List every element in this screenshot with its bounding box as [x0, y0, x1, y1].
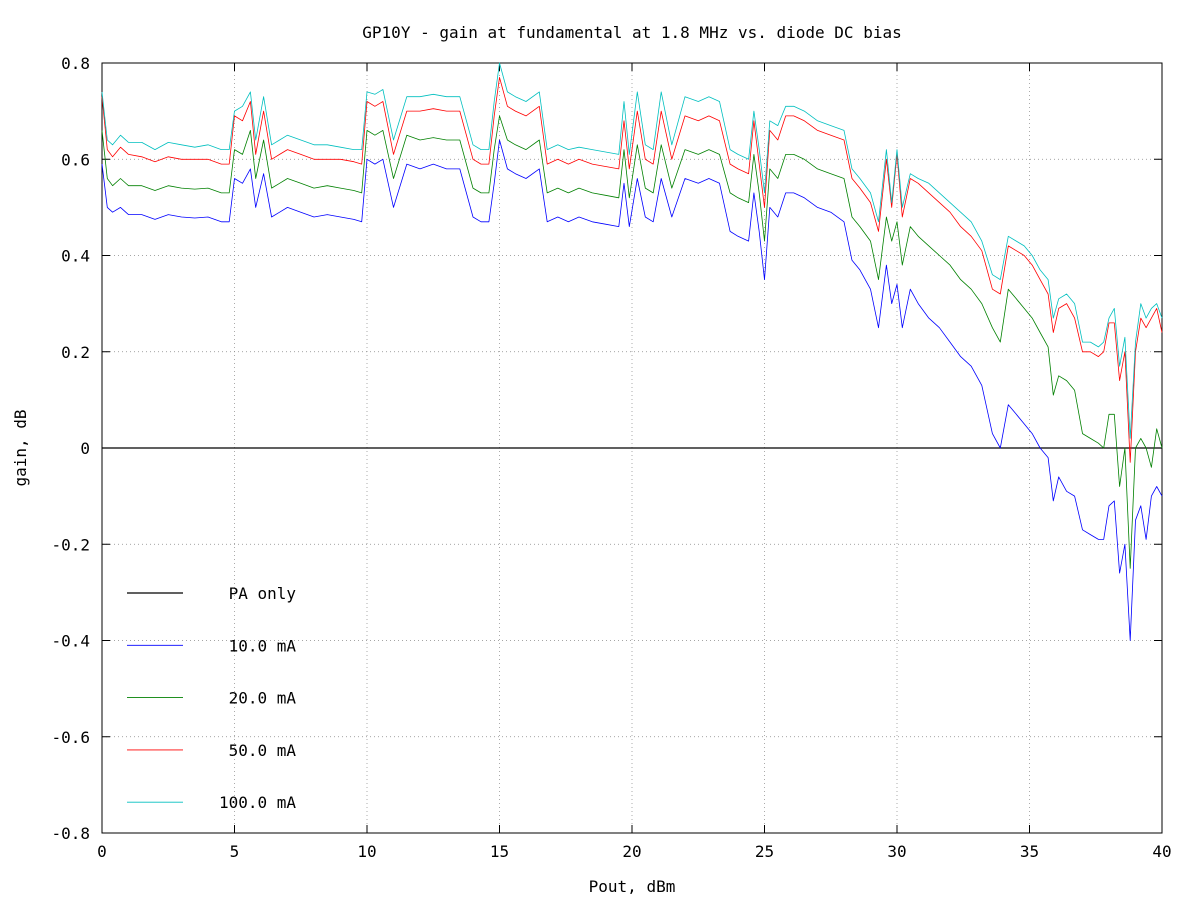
x-tick-label: 25	[755, 842, 774, 861]
series-line-100-0-ma	[101, 62, 1163, 439]
series-line-50-0-ma	[101, 77, 1163, 463]
x-axis-title: Pout, dBm	[589, 877, 676, 896]
x-tick-label: 30	[887, 842, 906, 861]
y-tick-label: 0.6	[61, 150, 90, 169]
x-tick-label: 10	[357, 842, 376, 861]
tick-layer: 0 5 10 15 20 25 30 35 40 -0.8 -0.6 -0.4 -0.2 0 0.2 0.4 0…	[51, 54, 1171, 861]
legend-label-10-0-ma: 10.0 mA	[229, 636, 297, 655]
x-tick-label: 5	[230, 842, 240, 861]
legend-label-50-0-ma: 50.0 mA	[229, 741, 297, 760]
series-line-10-0-ma	[101, 139, 1163, 641]
x-tick-label: 40	[1152, 842, 1171, 861]
x-tick-label: 0	[97, 842, 107, 861]
y-tick-label: -0.8	[51, 824, 90, 843]
legend: PA only 10.0 mA 20.0 mA 50.0 mA 100.0 mA	[127, 584, 296, 812]
y-tick-label: -0.2	[51, 535, 90, 554]
y-tick-label: 0	[80, 439, 90, 458]
y-tick-label: -0.6	[51, 728, 90, 747]
legend-label-20-0-ma: 20.0 mA	[229, 689, 297, 708]
series-layer	[101, 62, 1163, 641]
y-tick-label: 0.8	[61, 54, 90, 73]
x-tick-label: 15	[490, 842, 509, 861]
x-tick-label: 20	[622, 842, 641, 861]
x-tick-label: 35	[1020, 842, 1039, 861]
chart-title: GP10Y - gain at fundamental at 1.8 MHz v…	[362, 23, 901, 42]
y-tick-label: -0.4	[51, 632, 90, 651]
y-axis-title: gain, dB	[11, 409, 30, 486]
legend-label-pa-only: PA only	[229, 584, 297, 603]
series-line-20-0-ma	[101, 115, 1163, 569]
y-tick-label: 0.4	[61, 247, 90, 266]
y-tick-label: 0.2	[61, 343, 90, 362]
legend-label-100-0-ma: 100.0 mA	[219, 793, 296, 812]
